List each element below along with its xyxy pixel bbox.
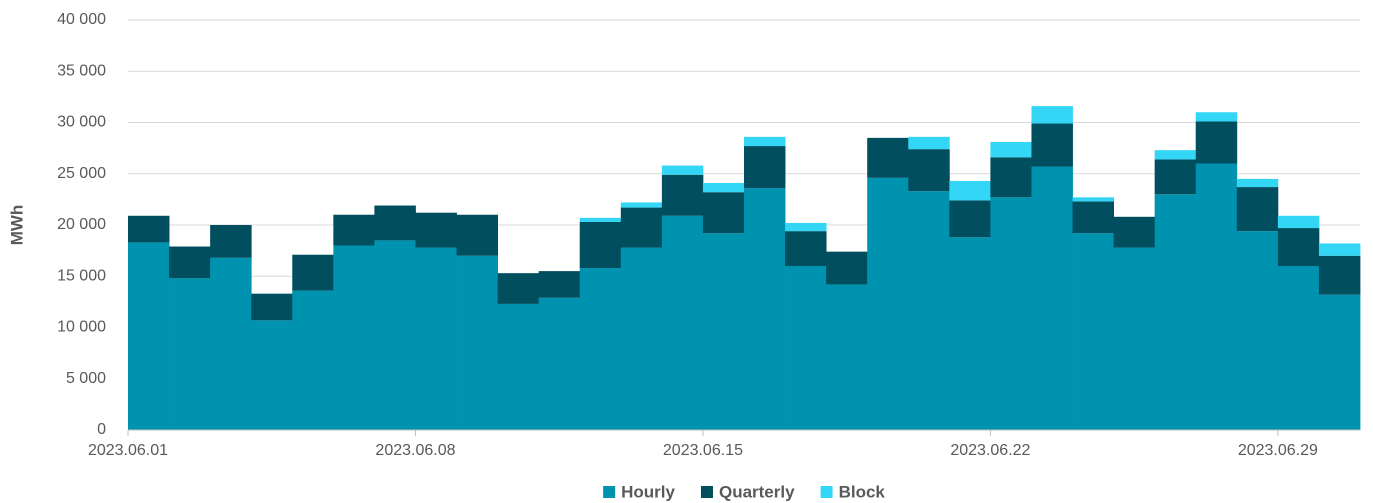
bar-segment xyxy=(908,149,950,192)
bar-segment xyxy=(415,247,457,430)
bar-segment xyxy=(1277,215,1320,229)
y-tick-label: 15 000 xyxy=(57,267,106,284)
bar-segment xyxy=(374,240,416,430)
bar-segment xyxy=(702,192,745,234)
bar-segment xyxy=(415,212,457,248)
bar-segment xyxy=(210,225,252,258)
bar-segment xyxy=(620,202,663,208)
bar-segment xyxy=(867,177,909,430)
bar-segment xyxy=(1195,121,1238,164)
bar-segment xyxy=(210,257,252,430)
bar-segment xyxy=(1031,123,1073,167)
bar-segment xyxy=(1154,150,1197,160)
bar-segment xyxy=(538,271,581,298)
bar-segment xyxy=(908,191,950,430)
bar-segment xyxy=(1113,216,1156,248)
x-tick-label: 2023.06.15 xyxy=(663,442,743,459)
bar-segment xyxy=(251,293,293,321)
bar-segment xyxy=(538,297,581,430)
y-tick-label: 25 000 xyxy=(57,165,106,182)
bar-segment xyxy=(1072,233,1114,430)
bar-segment xyxy=(1113,247,1156,430)
bar-segment xyxy=(497,273,540,304)
bar-segment xyxy=(661,174,704,216)
legend-swatch xyxy=(820,486,833,498)
y-tick-label: 0 xyxy=(97,421,106,438)
bar-segment xyxy=(1031,106,1073,124)
bar-segment xyxy=(949,200,991,238)
legend-swatch xyxy=(700,486,713,498)
y-tick-label: 35 000 xyxy=(57,62,106,79)
bar-segment xyxy=(867,137,909,178)
bar-segment xyxy=(1236,231,1279,430)
x-tick-label: 2023.06.08 xyxy=(375,442,455,459)
bar-segment xyxy=(251,320,293,430)
x-tick-label: 2023.06.01 xyxy=(88,442,168,459)
bar-segment xyxy=(744,188,786,430)
bar-segment xyxy=(128,215,170,243)
bar-segment xyxy=(333,245,375,430)
bar-segment xyxy=(702,182,745,193)
y-tick-label: 30 000 xyxy=(57,114,106,131)
y-tick-label: 10 000 xyxy=(57,319,106,336)
bar-segment xyxy=(1236,178,1279,188)
legend-label: Hourly xyxy=(621,482,675,501)
bar-segment xyxy=(620,207,663,248)
y-axis-label: MWh xyxy=(7,205,26,246)
x-tick-label: 2023.06.22 xyxy=(950,442,1030,459)
y-tick-label: 40 000 xyxy=(57,11,106,28)
bar-segment xyxy=(1236,187,1279,232)
legend-label: Quarterly xyxy=(719,482,795,501)
bar-segment xyxy=(620,247,663,430)
bar-segment xyxy=(292,290,334,430)
bar-segment xyxy=(579,268,622,430)
bar-segment xyxy=(456,214,498,256)
y-tick-label: 20 000 xyxy=(57,216,106,233)
bar-segment xyxy=(1195,112,1238,122)
bar-segment xyxy=(497,303,540,430)
bar-segment xyxy=(1277,228,1320,266)
bar-segment xyxy=(1318,243,1361,256)
bar-segment xyxy=(661,215,704,430)
bar-segment xyxy=(744,136,786,147)
bar-segment xyxy=(785,222,827,232)
bar-segment xyxy=(579,221,622,269)
legend-swatch xyxy=(603,486,616,498)
bar-segment xyxy=(949,237,991,430)
bar-segment xyxy=(744,146,786,189)
legend-label: Block xyxy=(839,482,886,501)
bar-segment xyxy=(1031,166,1073,430)
bar-segment xyxy=(128,242,170,430)
bar-segment xyxy=(1072,201,1114,234)
bar-segment xyxy=(1154,159,1197,195)
bar-segment xyxy=(333,214,375,246)
bar-segment xyxy=(990,157,1032,198)
bar-segment xyxy=(826,251,868,285)
bar-segment xyxy=(1277,266,1320,430)
bar-segment xyxy=(826,284,868,430)
bar-segment xyxy=(661,165,704,175)
bar-segment xyxy=(1318,294,1361,430)
bar-segment xyxy=(1154,194,1197,430)
bar-segment xyxy=(785,266,827,430)
y-tick-label: 5 000 xyxy=(66,370,106,387)
bar-segment xyxy=(990,197,1032,430)
bar-segment xyxy=(1072,197,1114,202)
bar-segment xyxy=(169,246,211,279)
bar-segment xyxy=(702,233,745,430)
bar-segment xyxy=(456,255,498,430)
bar-segment xyxy=(1318,255,1361,295)
bar-segment xyxy=(908,136,950,150)
bar-segment xyxy=(949,180,991,201)
x-tick-label: 2023.06.29 xyxy=(1238,442,1318,459)
bar-segment xyxy=(579,217,622,222)
bar-segment xyxy=(374,205,416,241)
bar-segment xyxy=(785,231,827,266)
bar-segment xyxy=(292,254,334,291)
bar-segment xyxy=(169,278,211,430)
bar-segment xyxy=(1195,163,1238,430)
bar-segment xyxy=(990,141,1032,158)
